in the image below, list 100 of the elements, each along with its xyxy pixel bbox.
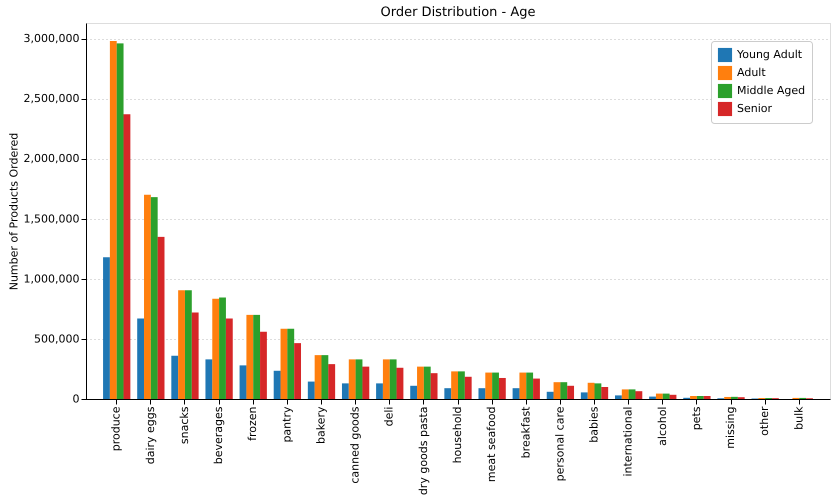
bar [382, 359, 390, 399]
x-tick-label: breakfast [519, 406, 532, 458]
bar [274, 370, 281, 399]
bar [192, 312, 199, 399]
x-tick-label: dairy eggs [144, 406, 157, 464]
bar [498, 378, 506, 399]
bar [444, 388, 452, 399]
bar [226, 318, 233, 399]
x-tick-label: deli [382, 406, 396, 426]
bar [410, 386, 418, 399]
bar [287, 328, 294, 399]
bar [464, 376, 472, 399]
bar [356, 359, 362, 399]
bar [294, 343, 302, 399]
bar [526, 372, 534, 399]
bar [560, 382, 568, 399]
y-tick-label: 2,000,000 [24, 152, 80, 166]
bar [656, 394, 663, 399]
bar [628, 389, 636, 399]
bar [253, 314, 260, 399]
y-tick-label: 1,000,000 [24, 272, 80, 286]
x-tick-label: dry goods pasta [416, 406, 430, 496]
x-tick-label: bakery [314, 406, 328, 444]
bar [635, 391, 642, 399]
bar [205, 359, 212, 399]
x-tick-label: beverages [212, 406, 226, 464]
bar [690, 396, 697, 399]
bar [670, 394, 676, 399]
bar [417, 366, 424, 399]
bar [451, 371, 458, 399]
bar [601, 386, 608, 399]
bar [512, 388, 520, 399]
bar [376, 383, 383, 399]
x-tick-label: alcohol [656, 406, 669, 446]
bar [622, 389, 629, 399]
bar [116, 43, 124, 399]
bar [150, 197, 158, 399]
bar [554, 382, 560, 399]
bar [158, 236, 164, 399]
bar [246, 314, 254, 399]
x-tick-label: bulk [792, 406, 806, 430]
x-tick-label: meat seafood [485, 406, 498, 482]
bar [662, 394, 670, 399]
bar [184, 290, 192, 399]
bar [478, 388, 486, 399]
bar [362, 366, 370, 399]
y-tick-label: 500,000 [34, 332, 80, 346]
x-tick-label: household [451, 406, 464, 464]
y-tick-label: 2,500,000 [24, 92, 80, 106]
bar [696, 396, 704, 399]
bar [144, 194, 151, 399]
y-axis-title: Number of Products Ordered [8, 132, 21, 290]
bar [342, 383, 349, 399]
bar [348, 359, 356, 399]
x-tick-label: pantry [280, 406, 294, 443]
bar [588, 382, 595, 399]
bar [424, 366, 431, 399]
bar [171, 356, 178, 399]
bar [519, 372, 526, 399]
bar [280, 328, 288, 399]
bar [567, 386, 574, 399]
bar [533, 378, 540, 399]
y-tick-label: 3,000,000 [24, 32, 80, 46]
bar [308, 382, 315, 399]
bar [614, 395, 622, 399]
y-tick-label: 0 [72, 392, 80, 406]
bar [396, 368, 404, 399]
x-tick-label: produce [110, 406, 123, 452]
x-tick-label: pets [690, 406, 703, 430]
x-tick-label: missing [724, 406, 738, 449]
chart-title: Order Distribution - Age [380, 5, 536, 20]
x-tick-label: personal care [553, 406, 566, 482]
bar [314, 355, 322, 399]
bar [137, 318, 144, 399]
bar [458, 371, 465, 399]
x-tick-label: frozen [246, 406, 260, 441]
bar [260, 332, 267, 399]
x-tick-label: other [758, 406, 772, 436]
x-tick-label: canned goods [348, 406, 362, 484]
y-tick-label: 1,500,000 [24, 212, 80, 226]
bar [390, 359, 397, 399]
x-tick-label: international [622, 406, 635, 477]
x-tick-label: snacks [178, 406, 191, 444]
legend-label: Middle Aged [737, 84, 806, 97]
bar [124, 114, 130, 399]
bar [110, 41, 117, 399]
bar [546, 392, 554, 399]
bar [594, 383, 602, 399]
bar [580, 392, 588, 399]
legend-label: Senior [737, 102, 773, 115]
bar [704, 396, 711, 399]
legend-label: Adult [737, 66, 766, 79]
bar [430, 373, 438, 399]
bar [240, 365, 246, 399]
bar [178, 290, 185, 399]
bar [328, 364, 336, 399]
bar [321, 355, 328, 399]
bar [492, 372, 499, 399]
legend-label: Young Adult [736, 48, 803, 61]
bar [219, 297, 226, 399]
